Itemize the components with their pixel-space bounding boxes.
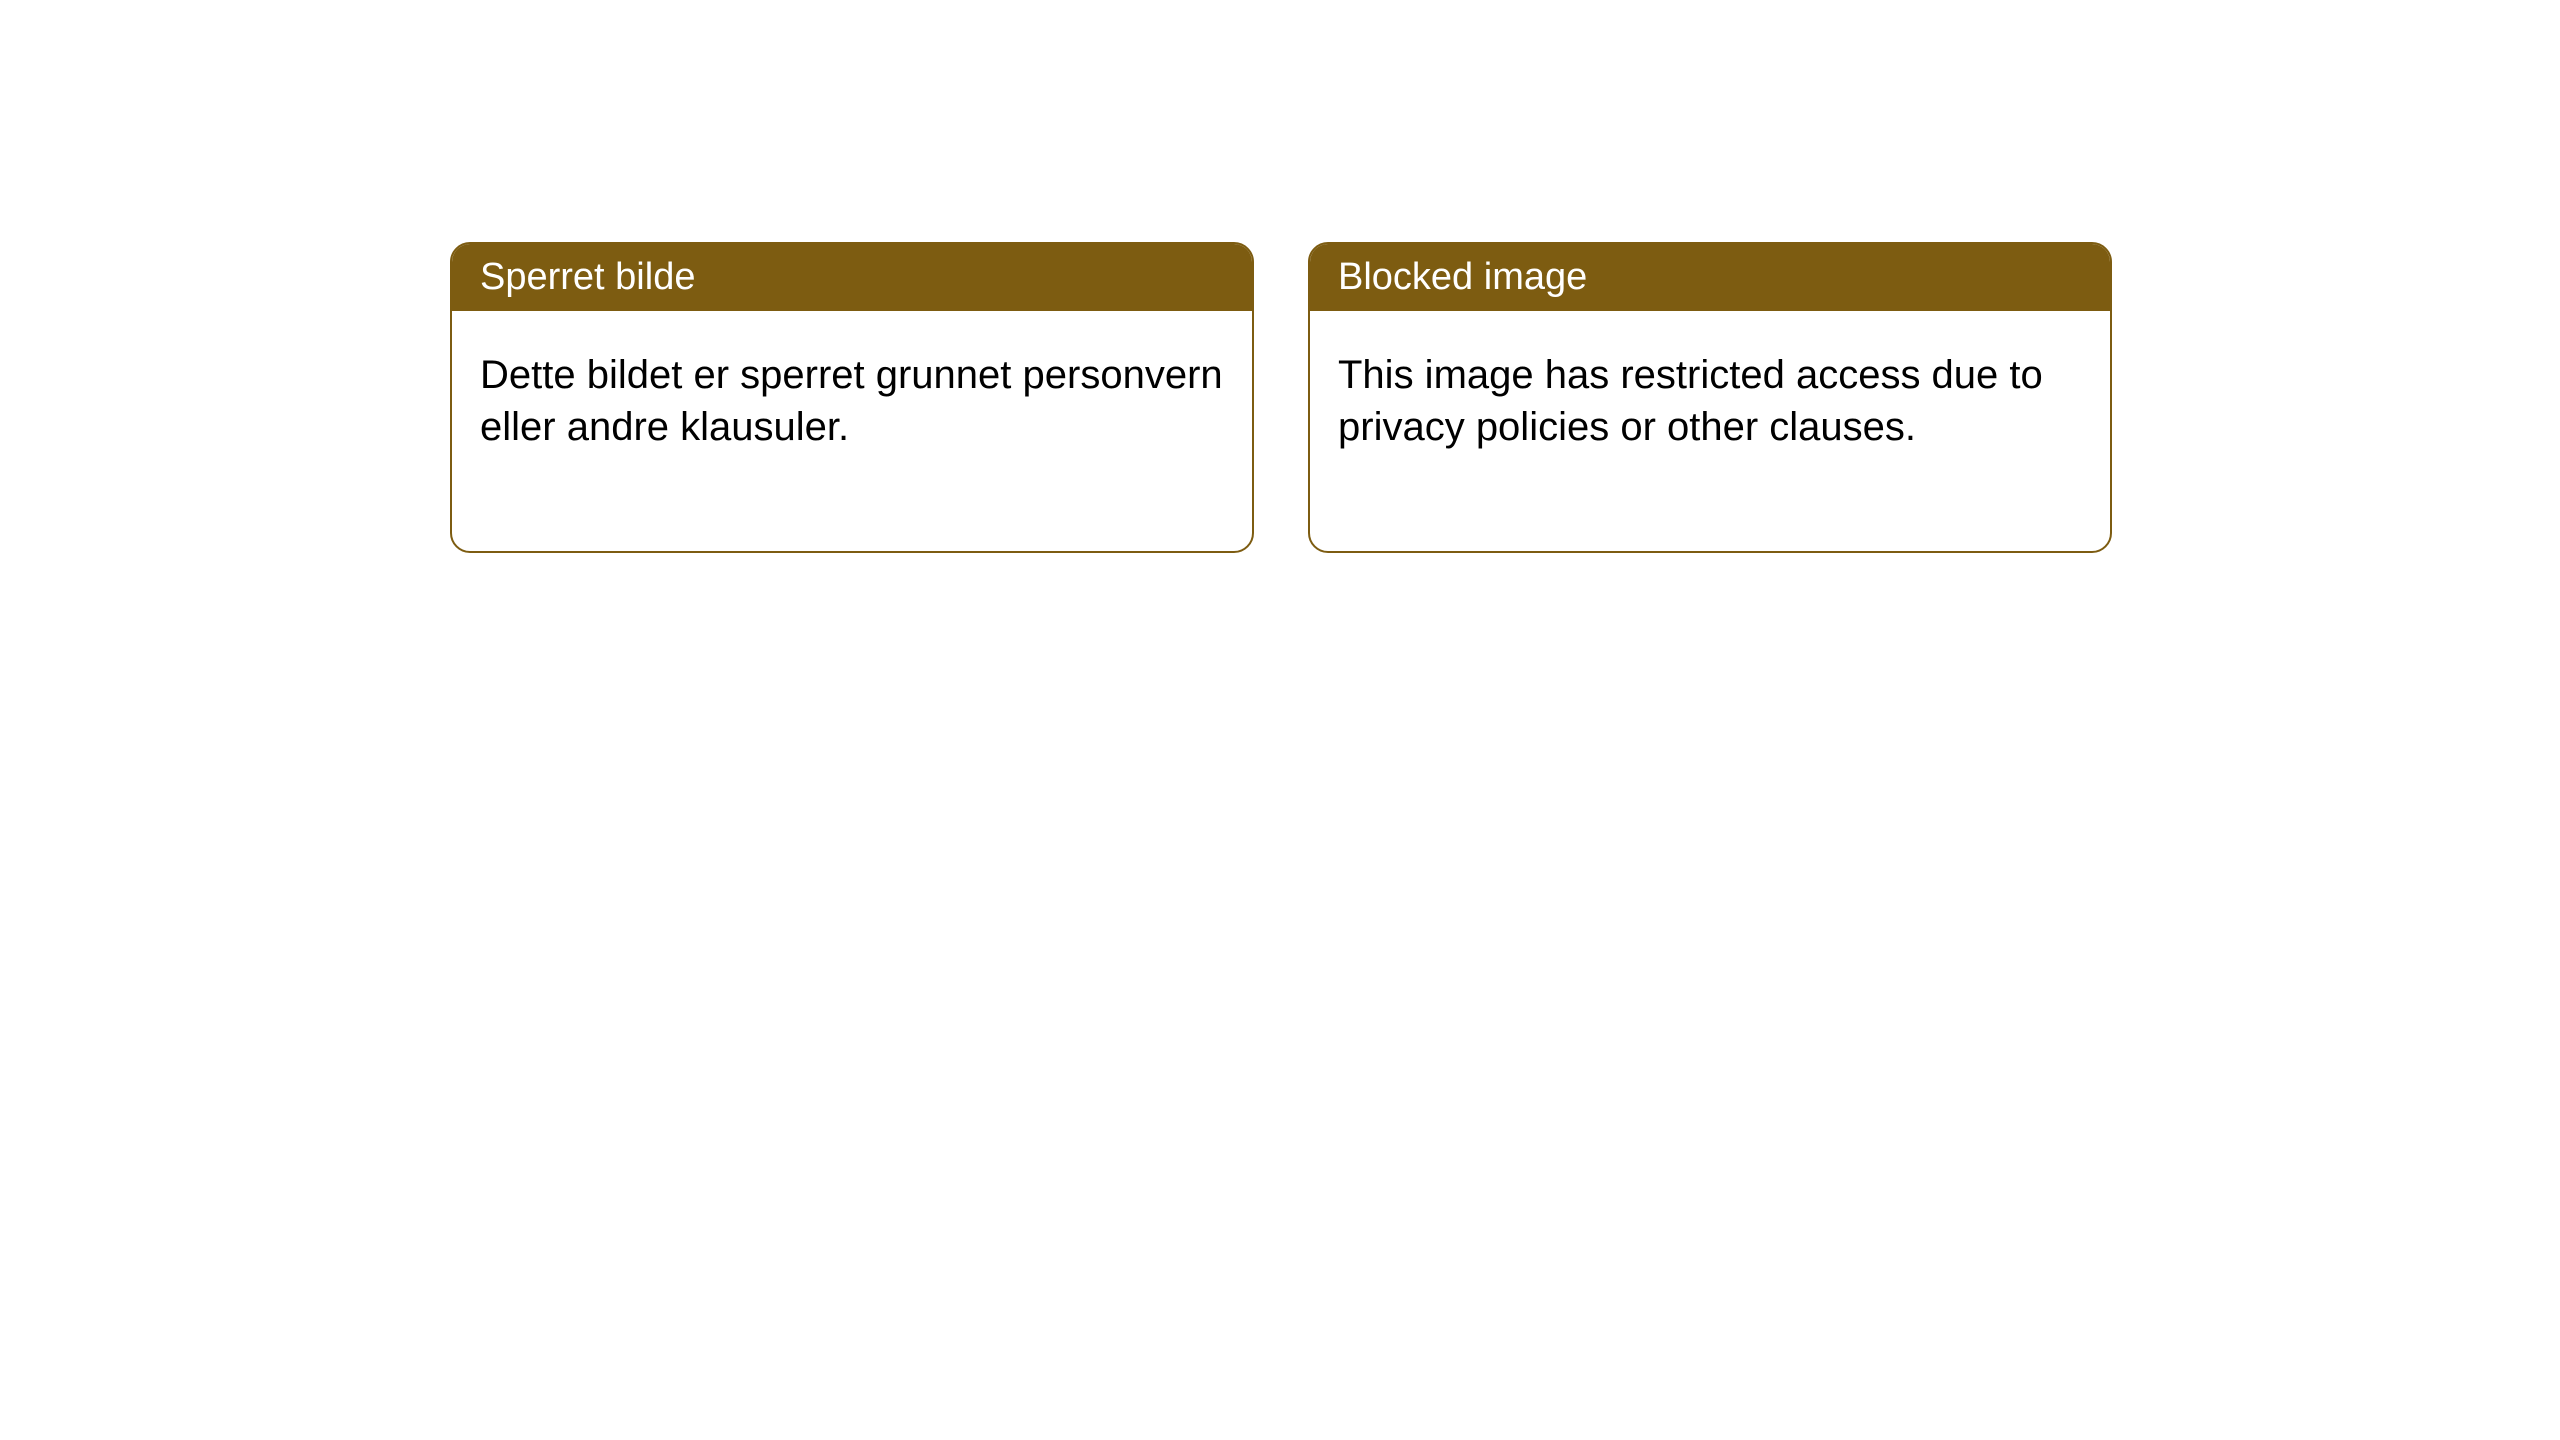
card-body-text-no: Dette bildet er sperret grunnet personve… (480, 353, 1223, 449)
card-header-en: Blocked image (1310, 244, 2110, 311)
card-title-no: Sperret bilde (480, 256, 695, 298)
card-header-no: Sperret bilde (452, 244, 1252, 311)
card-body-no: Dette bildet er sperret grunnet personve… (452, 311, 1252, 551)
card-title-en: Blocked image (1338, 256, 1587, 298)
card-body-en: This image has restricted access due to … (1310, 311, 2110, 551)
blocked-image-card-no: Sperret bilde Dette bildet er sperret gr… (450, 242, 1254, 553)
cards-container: Sperret bilde Dette bildet er sperret gr… (450, 242, 2112, 553)
blocked-image-card-en: Blocked image This image has restricted … (1308, 242, 2112, 553)
card-body-text-en: This image has restricted access due to … (1338, 353, 2043, 449)
